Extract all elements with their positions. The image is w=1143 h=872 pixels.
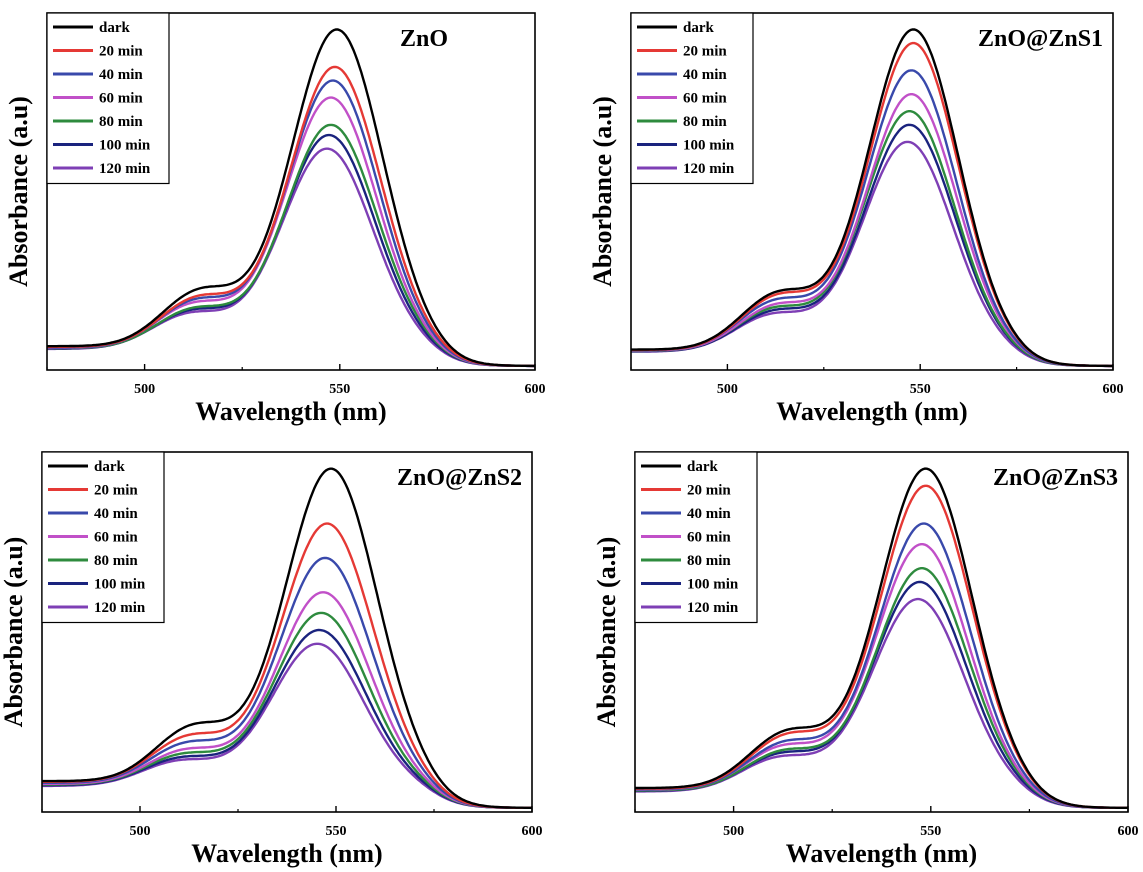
series-line (42, 642, 532, 809)
x-tick-label: 550 (910, 382, 931, 397)
x-tick-label: 500 (130, 824, 151, 839)
plot-frame (46, 12, 536, 371)
y-axis-title: Absorbance (a.u) (588, 96, 617, 287)
legend-label: 80 min (94, 553, 138, 569)
panel-title: ZnO@ZnS3 (993, 465, 1118, 491)
x-tick-label: 600 (522, 824, 543, 839)
panel-title: ZnO (400, 26, 448, 52)
plot-frame (41, 451, 533, 813)
legend-label: dark (99, 20, 131, 36)
panel-title: ZnO@ZnS2 (397, 465, 522, 491)
plot-frame (634, 451, 1129, 813)
plot-frame (630, 12, 1114, 371)
legend-label: 120 min (683, 161, 735, 177)
plot-area (42, 467, 532, 809)
legend-label: 60 min (99, 91, 143, 107)
y-axis-title: Absorbance (a.u) (4, 96, 33, 287)
plot-area (47, 28, 535, 368)
y-axis-title: Absorbance (a.u) (592, 537, 621, 728)
legend-label: 120 min (99, 161, 151, 177)
legend-label: 100 min (687, 577, 739, 593)
x-axis-title: Wavelength (nm) (776, 397, 967, 426)
legend-label: dark (94, 459, 126, 475)
y-axis-title: Absorbance (a.u) (0, 537, 28, 728)
legend-label: 60 min (683, 91, 727, 107)
series-line (635, 597, 1128, 809)
panel-title: ZnO@ZnS1 (978, 26, 1103, 52)
chart-panel: 500 550 600 Wavelength (nm) Absorbance (a.u)… (592, 451, 1139, 868)
legend-label: 60 min (687, 530, 731, 546)
legend-label: 20 min (683, 44, 727, 60)
legend-label: 40 min (94, 506, 138, 522)
x-axis-title: Wavelength (nm) (191, 839, 382, 868)
x-tick-label: 550 (326, 824, 347, 839)
plot-area (631, 28, 1113, 368)
legend-label: dark (687, 459, 719, 475)
legend-label: 80 min (687, 553, 731, 569)
series-line (42, 591, 532, 809)
x-tick-label: 600 (1118, 824, 1139, 839)
x-tick-label: 500 (134, 382, 155, 397)
x-tick-label: 550 (329, 382, 350, 397)
legend-label: 40 min (99, 67, 143, 83)
legend-label: 80 min (99, 114, 143, 130)
legend-label: 100 min (683, 138, 735, 154)
legend-label: 20 min (99, 44, 143, 60)
legend-label: 60 min (94, 530, 138, 546)
x-tick-label: 500 (723, 824, 744, 839)
series-line (42, 467, 532, 809)
chart-panel: 500 550 600 Wavelength (nm) Absorbance (a.u)… (4, 12, 546, 426)
x-tick-label: 600 (1103, 382, 1124, 397)
series-line (47, 28, 535, 368)
x-tick-label: 550 (920, 824, 941, 839)
x-axis-title: Wavelength (nm) (195, 397, 386, 426)
x-tick-label: 600 (525, 382, 546, 397)
chart-panel: 500 550 600 Wavelength (nm) Absorbance (a.u)… (0, 451, 543, 868)
legend-label: 100 min (94, 577, 146, 593)
series-line (631, 28, 1113, 368)
legend-label: 40 min (687, 506, 731, 522)
x-tick-label: 500 (717, 382, 738, 397)
plot-area (635, 467, 1128, 809)
legend-label: 100 min (99, 138, 151, 154)
legend-label: 80 min (683, 114, 727, 130)
series-line (635, 467, 1128, 809)
legend-label: 120 min (687, 600, 739, 616)
legend-label: 20 min (94, 483, 138, 499)
x-axis-title: Wavelength (nm) (786, 839, 977, 868)
chart-panel: 500 550 600 Wavelength (nm) Absorbance (a.u)… (588, 12, 1124, 426)
legend-label: 40 min (683, 67, 727, 83)
legend-label: dark (683, 20, 715, 36)
legend-label: 20 min (687, 483, 731, 499)
legend-label: 120 min (94, 600, 146, 616)
series-line (42, 556, 532, 809)
